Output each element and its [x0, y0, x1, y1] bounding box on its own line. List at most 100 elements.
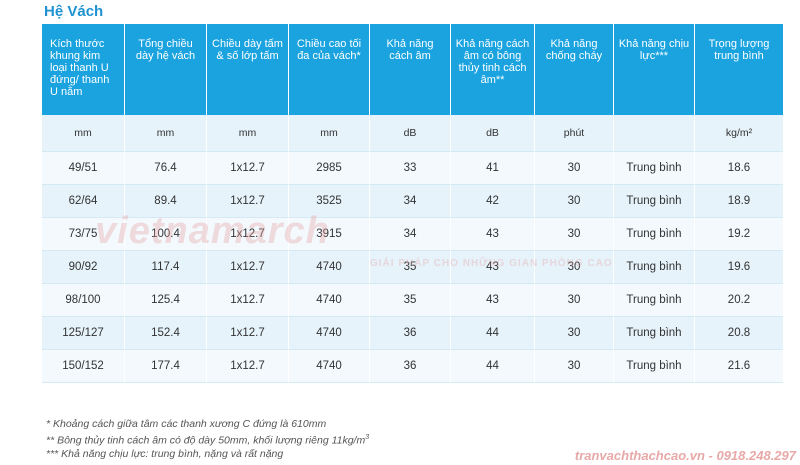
unit-cell: mm — [289, 115, 370, 152]
unit-cell: dB — [370, 115, 451, 152]
table-row: 62/64 89.4 1x12.7 3525 34 42 30 Trung bình 18.9 — [42, 185, 783, 218]
unit-cell: mm — [207, 115, 289, 152]
table-cell: 43 — [451, 284, 535, 317]
table-cell: 41 — [451, 152, 535, 185]
table-cell: 3525 — [289, 185, 370, 218]
table-cell: 2985 — [289, 152, 370, 185]
table-cell: 36 — [370, 350, 451, 383]
page-title: Hệ Vách — [44, 3, 104, 20]
table-cell: 125.4 — [125, 284, 207, 317]
header-cell: Kích thước khung kim loại thanh U đứng/ … — [42, 24, 125, 115]
table-cell: Trung bình — [614, 218, 695, 251]
table-cell: 62/64 — [42, 185, 125, 218]
table-cell: 42 — [451, 185, 535, 218]
table-cell: 150/152 — [42, 350, 125, 383]
table-cell: 1x12.7 — [207, 317, 289, 350]
footnotes: * Khoảng cách giữa tâm các thanh xương C… — [46, 418, 369, 461]
table-body: 49/51 76.4 1x12.7 2985 33 41 30 Trung bình 18.6 6… — [42, 152, 783, 383]
table-cell: 43 — [451, 218, 535, 251]
footnote: * Khoảng cách giữa tâm các thanh xương C… — [46, 418, 327, 430]
table-cell: 44 — [451, 350, 535, 383]
table-row: 90/92 117.4 1x12.7 4740 35 43 30 Trung bình 19.6 — [42, 251, 783, 284]
table-cell: 35 — [370, 251, 451, 284]
table-cell: 49/51 — [42, 152, 125, 185]
table-cell: 4740 — [289, 251, 370, 284]
table-row: 49/51 76.4 1x12.7 2985 33 41 30 Trung bình 18.6 — [42, 152, 783, 185]
table-cell: 177.4 — [125, 350, 207, 383]
table-cell: 35 — [370, 284, 451, 317]
table-cell: 34 — [370, 185, 451, 218]
table-cell: 33 — [370, 152, 451, 185]
table-cell: 1x12.7 — [207, 185, 289, 218]
table-cell: 4740 — [289, 317, 370, 350]
table-cell: 21.6 — [695, 350, 783, 383]
units-row: mm mm mm mm dB dB phút kg/m² — [42, 115, 783, 152]
header-cell: Khả năng chống cháy — [535, 24, 614, 115]
table-cell: 125/127 — [42, 317, 125, 350]
table-cell: 19.6 — [695, 251, 783, 284]
table-cell: 18.9 — [695, 185, 783, 218]
table-cell: 30 — [535, 251, 614, 284]
table-row: 150/152 177.4 1x12.7 4740 36 44 30 Trung bình 21… — [42, 350, 783, 383]
unit-cell: phút — [535, 115, 614, 152]
table-cell: 30 — [535, 218, 614, 251]
unit-cell: mm — [42, 115, 125, 152]
unit-cell — [614, 115, 695, 152]
table-cell: 36 — [370, 317, 451, 350]
table-cell: 20.2 — [695, 284, 783, 317]
table-cell: 90/92 — [42, 251, 125, 284]
table-cell: 20.8 — [695, 317, 783, 350]
table-cell: 76.4 — [125, 152, 207, 185]
unit-cell: dB — [451, 115, 535, 152]
table-cell: Trung bình — [614, 185, 695, 218]
spec-table: Kích thước khung kim loại thanh U đứng/ … — [42, 24, 783, 383]
table-cell: 117.4 — [125, 251, 207, 284]
table-cell: 98/100 — [42, 284, 125, 317]
table-cell: 1x12.7 — [207, 284, 289, 317]
table-cell: 30 — [535, 317, 614, 350]
table-cell: Trung bình — [614, 350, 695, 383]
table-cell: 43 — [451, 251, 535, 284]
header-cell: Khả năng cách âm — [370, 24, 451, 115]
unit-cell: kg/m² — [695, 115, 783, 152]
table-cell: 1x12.7 — [207, 218, 289, 251]
superscript: 3 — [365, 434, 370, 441]
table-cell: 1x12.7 — [207, 350, 289, 383]
table-header-row: Kích thước khung kim loại thanh U đứng/ … — [42, 24, 783, 115]
table-cell: 34 — [370, 218, 451, 251]
table-cell: 73/75 — [42, 218, 125, 251]
table-cell: 30 — [535, 284, 614, 317]
table-cell: Trung bình — [614, 251, 695, 284]
table-row: 73/75 100.4 1x12.7 3915 34 43 30 Trung bình 19.2 — [42, 218, 783, 251]
table-cell: Trung bình — [614, 284, 695, 317]
table-cell: 18.6 — [695, 152, 783, 185]
table-cell: 30 — [535, 152, 614, 185]
header-cell: Chiều cao tối đa của vách* — [289, 24, 370, 115]
table-cell: 30 — [535, 185, 614, 218]
header-cell: Trọng lượng trung bình — [695, 24, 783, 115]
footnote-text: ** Bông thủy tinh cách âm có độ dày 50mm… — [46, 434, 366, 447]
footnote: *** Khả năng chịu lực: trung bình, nặng … — [46, 447, 284, 460]
table-cell: 30 — [535, 350, 614, 383]
table-cell: 100.4 — [125, 218, 207, 251]
website-watermark: tranvachthachcao.vn - 0918.248.297 — [574, 448, 796, 463]
header-cell: Chiều dày tấm & số lớp tấm — [207, 24, 289, 115]
header-cell: Khả năng chịu lực*** — [614, 24, 695, 115]
table-cell: 1x12.7 — [207, 152, 289, 185]
table-cell: 4740 — [289, 284, 370, 317]
table-cell: 152.4 — [125, 317, 207, 350]
footnote: ** Bông thủy tinh cách âm có độ dày 50mm… — [46, 431, 369, 448]
header-cell: Tổng chiều dày hệ vách — [125, 24, 207, 115]
table-cell: 4740 — [289, 350, 370, 383]
table-cell: 89.4 — [125, 185, 207, 218]
table-row: 125/127 152.4 1x12.7 4740 36 44 30 Trung bình 20… — [42, 317, 783, 350]
table-cell: 44 — [451, 317, 535, 350]
table-cell: 19.2 — [695, 218, 783, 251]
table-cell: 3915 — [289, 218, 370, 251]
table-cell: 1x12.7 — [207, 251, 289, 284]
table-cell: Trung bình — [614, 317, 695, 350]
header-cell: Khả năng cách âm có bông thủy tinh cách … — [451, 24, 535, 115]
unit-cell: mm — [125, 115, 207, 152]
table-cell: Trung bình — [614, 152, 695, 185]
table-row: 98/100 125.4 1x12.7 4740 35 43 30 Trung bình 20.… — [42, 284, 783, 317]
